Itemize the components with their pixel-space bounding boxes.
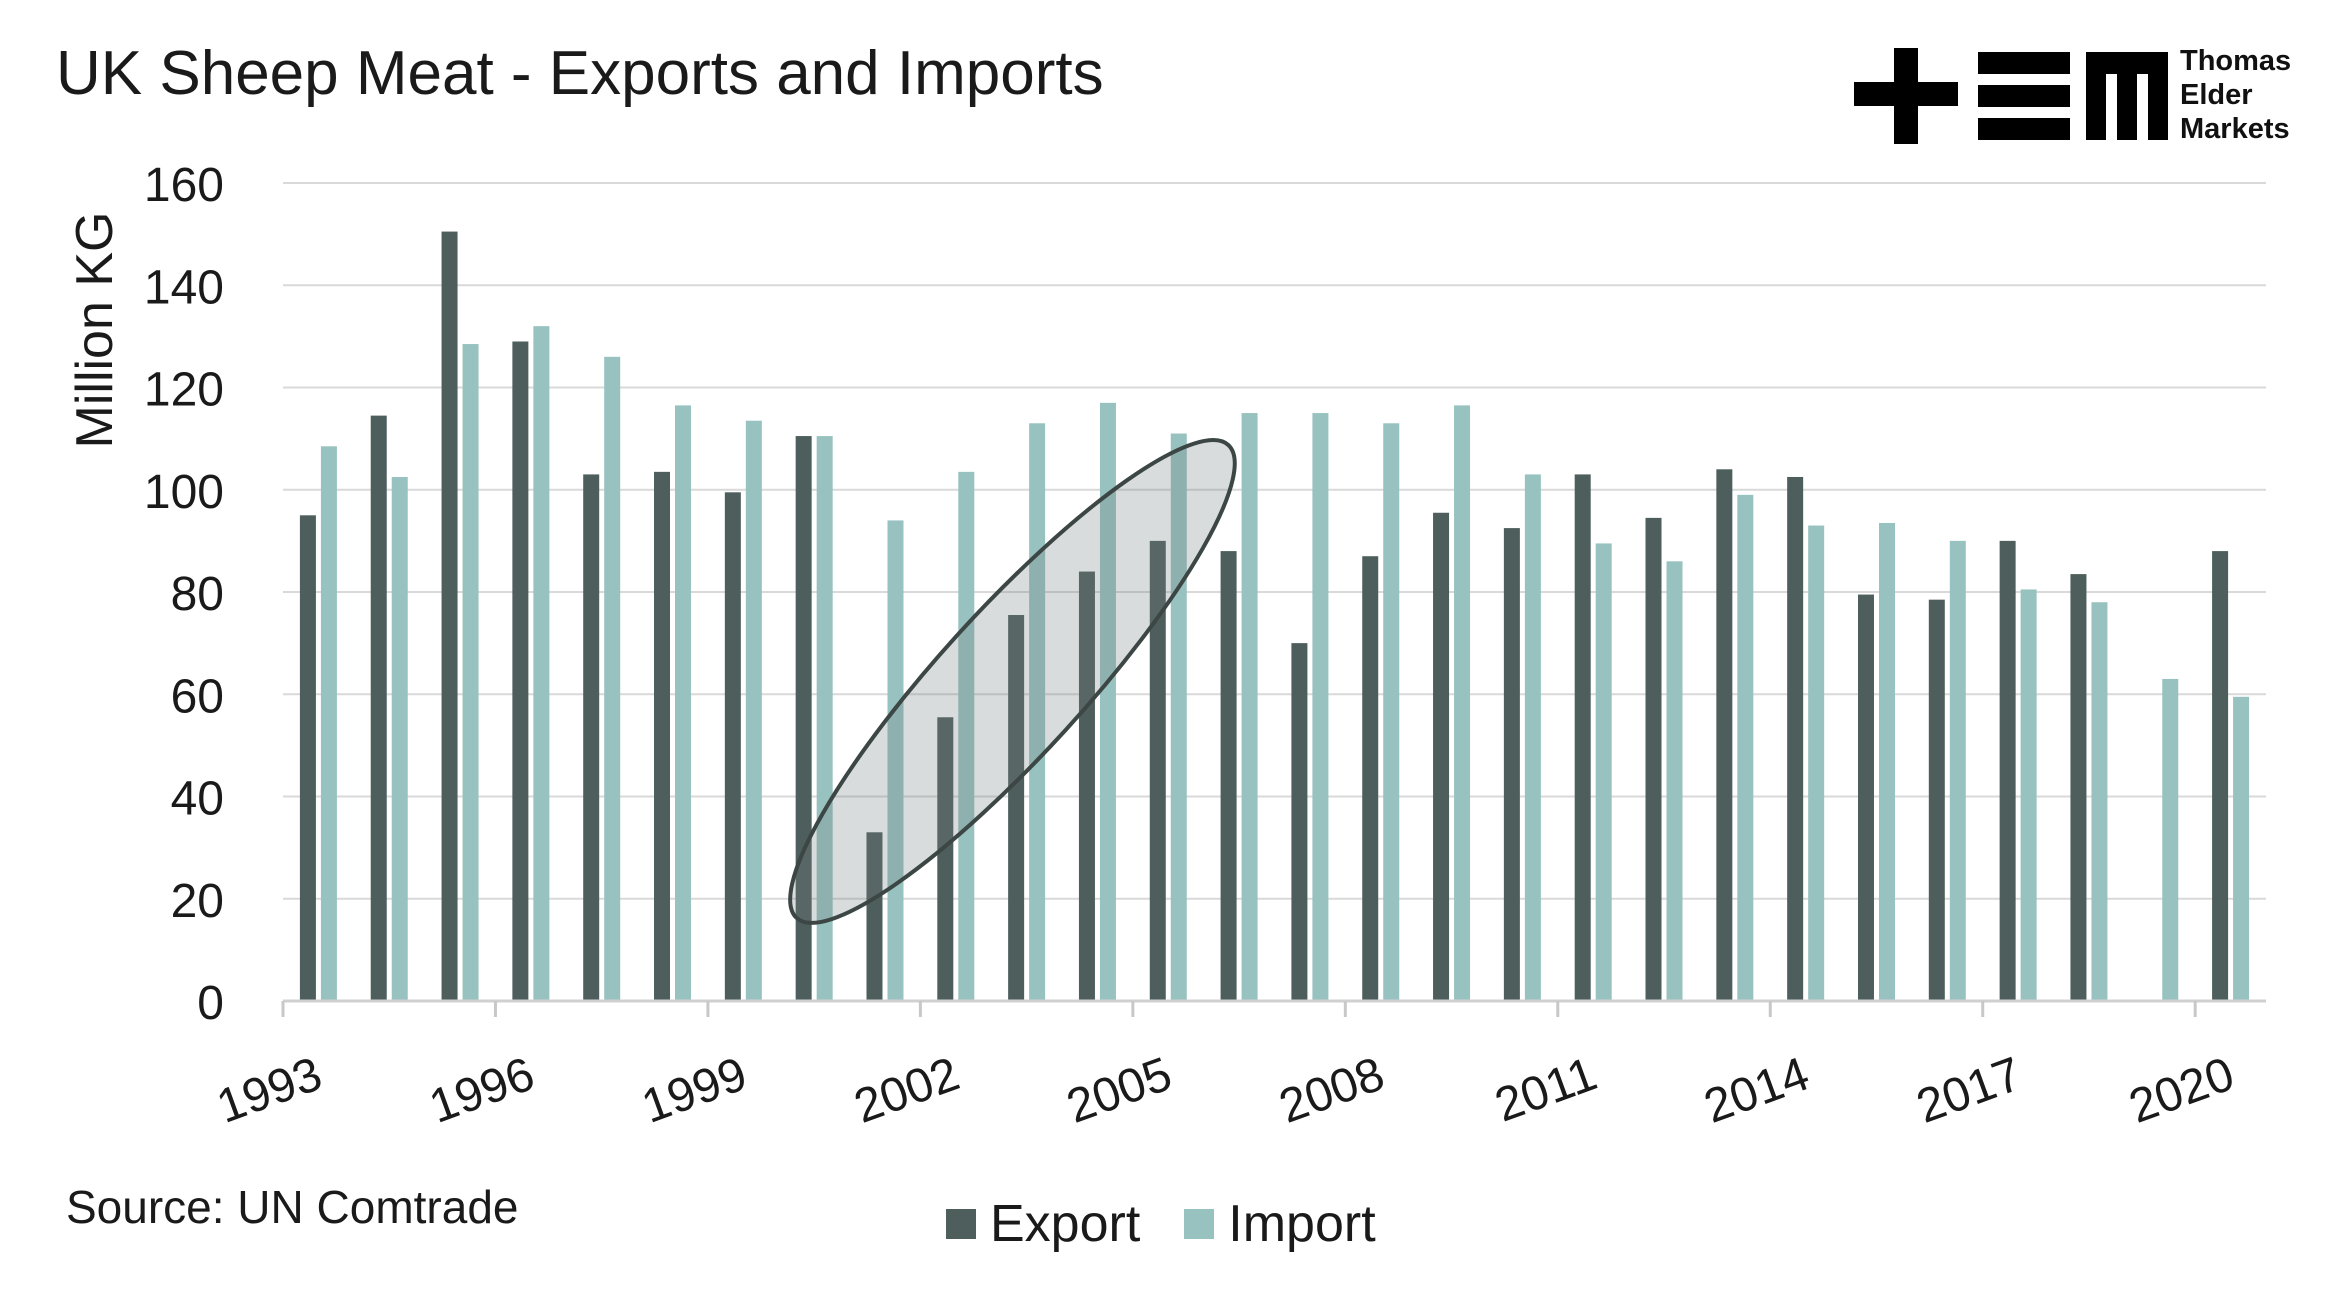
y-tick-label: 60 <box>171 670 224 723</box>
bar-export-2001 <box>866 832 883 1001</box>
bar-export-1998 <box>654 471 671 1001</box>
bar-import-2006 <box>1241 413 1258 1001</box>
bar-export-2008 <box>1362 556 1379 1001</box>
annotations <box>788 438 1237 925</box>
tem-logo-icon <box>1854 48 2168 144</box>
bars <box>299 231 2250 1002</box>
bar-export-1996 <box>512 341 529 1001</box>
bar-import-2016 <box>1949 540 1966 1001</box>
bar-export-1993 <box>299 515 316 1001</box>
x-tick-label: 2014 <box>1698 1048 1816 1134</box>
bar-import-2015 <box>1878 522 1895 1001</box>
bar-import-2004 <box>1099 402 1116 1001</box>
logo-text-line: Elder <box>2180 79 2253 111</box>
bar-import-2007 <box>1312 413 1329 1001</box>
y-tick-label: 160 <box>144 159 224 212</box>
x-tick-label: 1996 <box>423 1048 541 1134</box>
bar-import-1993 <box>320 446 337 1001</box>
bar-import-2009 <box>1454 405 1471 1001</box>
bar-export-2006 <box>1220 551 1237 1001</box>
chart-title: UK Sheep Meat - Exports and Imports <box>56 39 1104 108</box>
x-tick-label: 2005 <box>1060 1048 1178 1134</box>
bar-export-2015 <box>1857 594 1874 1001</box>
y-tick-label: 20 <box>171 875 224 928</box>
source-note: Source: UN Comtrade <box>66 1181 519 1233</box>
x-tick-label: 2011 <box>1488 1048 1603 1133</box>
x-tick-label: 1993 <box>210 1048 328 1134</box>
bar-export-2018 <box>2070 574 2087 1001</box>
y-axis-label: Million KG <box>66 212 124 449</box>
bar-import-2005 <box>1170 433 1187 1001</box>
y-tick-label: 40 <box>171 773 224 826</box>
bar-export-1994 <box>370 415 387 1001</box>
legend-label-import: Import <box>1228 1195 1376 1253</box>
legend-item-import: Import <box>1184 1194 1376 1254</box>
y-axis-ticks: 0 20 40 60 80 100 120 140 160 <box>144 159 224 1030</box>
logo-text: Thomas Elder Markets <box>2180 44 2291 146</box>
logo-text-line: Markets <box>2180 113 2290 145</box>
bar-export-2009 <box>1433 512 1450 1001</box>
bar-import-2018 <box>2091 602 2108 1001</box>
bar-import-2003 <box>1029 423 1046 1002</box>
bar-import-2008 <box>1383 423 1400 1002</box>
bar-export-2007 <box>1291 643 1308 1001</box>
bar-import-1999 <box>745 420 762 1001</box>
bar-import-2017 <box>2020 589 2037 1001</box>
x-axis: 1993 1996 1999 2002 2005 2008 2011 2014 2017 2020 <box>210 999 2266 1134</box>
gridlines <box>283 182 2266 900</box>
bar-export-1997 <box>583 474 600 1002</box>
bar-import-1997 <box>604 356 621 1001</box>
bar-export-1999 <box>724 492 741 1001</box>
bar-import-2011 <box>1595 543 1612 1001</box>
logo-text-line: Thomas <box>2180 45 2292 77</box>
x-tick-label: 2008 <box>1273 1048 1391 1134</box>
bar-import-2000 <box>816 436 833 1002</box>
y-tick-label: 0 <box>197 977 224 1030</box>
bar-export-2020 <box>2212 551 2229 1001</box>
bar-export-2012 <box>1645 517 1662 1001</box>
y-tick-label: 80 <box>171 568 224 621</box>
bar-export-2004 <box>1078 571 1095 1001</box>
y-tick-label: 100 <box>144 466 224 519</box>
bar-import-2013 <box>1737 494 1754 1001</box>
y-tick-label: 140 <box>144 261 224 314</box>
x-tick-label: 2002 <box>848 1048 966 1134</box>
bar-import-2020 <box>2233 696 2250 1001</box>
bar-export-2002 <box>937 717 954 1001</box>
legend-swatch-import <box>1184 1209 1215 1239</box>
bar-export-2016 <box>1928 599 1945 1001</box>
bar-export-2010 <box>1503 528 1520 1001</box>
bar-import-2019 <box>2162 678 2179 1001</box>
bar-import-1994 <box>391 476 408 1001</box>
bar-export-2005 <box>1149 540 1166 1001</box>
bar-import-2002 <box>958 471 975 1001</box>
legend-item-export: Export <box>946 1194 1140 1254</box>
legend-swatch-export <box>946 1209 976 1239</box>
bar-export-2013 <box>1716 469 1733 1001</box>
x-tick-label: 1999 <box>635 1048 753 1134</box>
legend: Export Import <box>946 1194 1420 1254</box>
bar-export-2014 <box>1787 476 1804 1001</box>
bar-import-1995 <box>462 344 479 1001</box>
bar-import-2012 <box>1666 561 1683 1001</box>
highlight-ellipse <box>788 438 1237 925</box>
x-tick-label: 2020 <box>2122 1048 2240 1134</box>
bar-import-1998 <box>675 405 692 1001</box>
bar-import-1996 <box>533 326 550 1001</box>
bar-import-2010 <box>1524 474 1541 1002</box>
bar-export-2003 <box>1008 615 1025 1001</box>
legend-label-export: Export <box>990 1195 1141 1253</box>
bar-import-2014 <box>1808 525 1825 1001</box>
bar-export-2017 <box>1999 540 2016 1001</box>
bar-export-2011 <box>1574 474 1591 1002</box>
bar-export-1995 <box>441 231 458 1002</box>
y-tick-label: 120 <box>144 364 224 417</box>
x-tick-label: 2017 <box>1910 1048 2028 1134</box>
